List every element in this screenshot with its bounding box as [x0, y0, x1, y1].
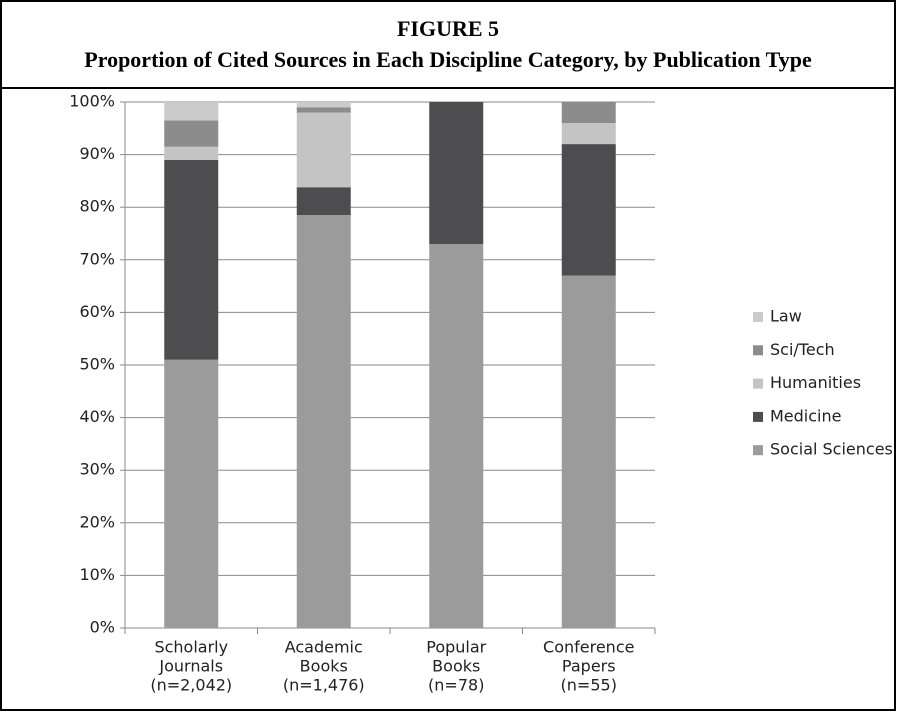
bar-segment [429, 244, 484, 628]
x-tick-label: Books [300, 657, 348, 676]
y-tick-label: 70% [79, 249, 115, 268]
legend-label: Humanities [770, 373, 861, 392]
y-tick-label: 0% [90, 618, 115, 637]
legend-swatch [753, 312, 763, 322]
bar-segment [296, 107, 351, 113]
x-tick-label: (n=78) [428, 676, 484, 695]
bar-segment [164, 102, 219, 121]
chart-title: FIGURE 5 [397, 16, 499, 41]
bar-segment [164, 146, 219, 160]
legend-label: Medicine [770, 406, 841, 425]
bar-segment [164, 359, 219, 628]
bar-segment [561, 275, 616, 628]
legend-swatch [753, 411, 763, 422]
bar-segment [561, 144, 616, 276]
legend-label: Law [770, 307, 802, 326]
legend-label: Social Sciences [770, 440, 893, 459]
bar-segment [296, 215, 351, 628]
x-tick-label: Papers [562, 657, 616, 676]
y-tick-label: 20% [79, 512, 115, 531]
x-tick-label: Journals [158, 657, 223, 676]
x-tick-label: Scholarly [154, 638, 228, 657]
y-tick-label: 100% [69, 92, 115, 111]
y-tick-label: 10% [79, 565, 115, 584]
bar-segment [429, 102, 484, 245]
x-tick-label: (n=55) [561, 676, 617, 695]
legend-swatch [753, 445, 763, 456]
legend-swatch [753, 345, 763, 356]
bar-segment [296, 112, 351, 188]
y-tick-label: 80% [79, 197, 115, 216]
x-tick-label: (n=2,042) [150, 676, 232, 695]
y-tick-label: 60% [79, 302, 115, 321]
bar-segment [164, 159, 219, 360]
x-tick-label: (n=1,476) [283, 676, 365, 695]
chart-subtitle: Proportion of Cited Sources in Each Disc… [84, 47, 812, 72]
legend-swatch [753, 378, 763, 389]
x-tick-label: Popular [426, 638, 486, 657]
x-tick-label: Books [432, 657, 480, 676]
bar-segment [561, 123, 616, 145]
y-tick-label: 30% [79, 460, 115, 479]
bar-segment [164, 120, 219, 147]
bar-segment [296, 187, 351, 216]
bar-segment [296, 102, 351, 108]
x-tick-label: Academic [285, 638, 363, 657]
y-tick-label: 50% [79, 355, 115, 374]
y-tick-label: 40% [79, 407, 115, 426]
x-tick-label: Conference [543, 638, 634, 657]
bar-segment [561, 102, 616, 124]
legend-label: Sci/Tech [770, 340, 835, 359]
y-tick-label: 90% [79, 144, 115, 163]
